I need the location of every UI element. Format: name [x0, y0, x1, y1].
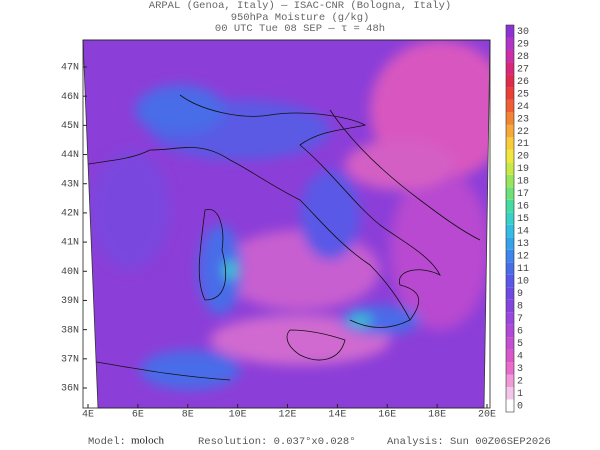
colorbar-swatch — [506, 249, 514, 263]
map-frame — [82, 39, 491, 409]
footer-value: moloch — [131, 435, 164, 447]
colorbar-swatch — [506, 149, 514, 163]
footer-analysis: Analysis: Sun 00Z06SEP2026 — [387, 436, 551, 448]
colorbar-label: 1 — [517, 389, 523, 400]
colorbar-label: 11 — [517, 264, 529, 275]
lon-label: 4E — [82, 410, 94, 421]
colorbar-label: 0 — [517, 401, 523, 412]
lon-label: 6E — [132, 410, 144, 421]
colorbar-swatch — [506, 312, 514, 325]
lon-label: 10E — [229, 410, 247, 421]
colorbar-swatch — [506, 387, 514, 400]
colorbar-label: 19 — [517, 164, 529, 175]
colorbar-label: 18 — [517, 177, 529, 188]
colorbar-swatch — [506, 399, 514, 412]
colorbar-label: 28 — [517, 52, 529, 63]
colorbar-frame — [505, 24, 515, 413]
colorbar-swatch — [506, 174, 514, 188]
lat-label: 40N — [61, 267, 79, 278]
header-line: 950hPa Moisture (g/kg) — [231, 12, 370, 24]
colorbar-swatch — [506, 62, 514, 75]
colorbar-swatch — [506, 337, 514, 350]
colorbar-label: 20 — [517, 152, 529, 163]
colorbar-swatch — [506, 224, 514, 238]
colorbar-swatch — [506, 274, 514, 288]
colorbar-label: 2 — [517, 376, 523, 387]
moisture-field — [83, 40, 490, 408]
colorbar-label: 13 — [517, 239, 529, 250]
colorbar-label: 16 — [517, 202, 529, 213]
colorbar-swatch — [506, 362, 514, 375]
lon-label: 20E — [478, 410, 496, 421]
colorbar-label: 4 — [517, 351, 523, 362]
header-line: ARPAL (Genoa, Italy) — ISAC-CNR (Bologna… — [149, 0, 451, 12]
colorbar-swatch — [506, 287, 514, 300]
colorbar-label: 6 — [517, 326, 523, 337]
colorbar-label: 30 — [517, 27, 529, 38]
lon-label: 16E — [378, 410, 396, 421]
lon-label: 12E — [278, 410, 296, 421]
colorbar-label: 3 — [517, 364, 523, 375]
colorbar-label: 27 — [517, 64, 529, 75]
lat-label: 46N — [61, 92, 79, 103]
lon-label: 14E — [328, 410, 346, 421]
colorbar-swatch — [506, 25, 514, 38]
colorbar-swatch — [506, 112, 514, 125]
colorbar-label: 23 — [517, 114, 529, 125]
colorbar-swatch — [506, 349, 514, 363]
colorbar-swatch — [506, 99, 514, 113]
colorbar-label: 10 — [517, 277, 529, 288]
colorbar-swatch — [506, 162, 514, 175]
lat-label: 41N — [61, 238, 79, 249]
colorbar-swatch — [506, 137, 514, 150]
colorbar-label: 7 — [517, 314, 523, 325]
colorbar-label: 12 — [517, 252, 529, 263]
footer-resolution: Resolution: 0.037°x0.028° — [198, 436, 356, 448]
colorbar-label: 25 — [517, 89, 529, 100]
lat-label: 37N — [61, 354, 79, 365]
colorbar-swatch — [506, 87, 514, 100]
colorbar-label: 8 — [517, 302, 523, 313]
lat-label: 38N — [61, 325, 79, 336]
colorbar-swatch — [506, 262, 514, 275]
colorbar-swatch — [506, 324, 514, 338]
lon-label: 8E — [182, 410, 194, 421]
colorbar-swatch — [506, 187, 514, 200]
lat-label: 47N — [61, 63, 79, 74]
lat-label: 42N — [61, 209, 79, 220]
colorbar-label: 14 — [517, 227, 529, 238]
colorbar-label: 24 — [517, 102, 529, 113]
lat-label: 39N — [61, 296, 79, 307]
lat-label: 45N — [61, 121, 79, 132]
colorbar-swatch — [506, 237, 514, 250]
colorbar-swatch — [506, 374, 514, 388]
colorbar-label: 5 — [517, 339, 523, 350]
colorbar-swatch — [506, 212, 514, 225]
lat-label: 36N — [61, 384, 79, 395]
colorbar-swatch — [506, 124, 514, 138]
lat-label: 43N — [61, 179, 79, 190]
colorbar-swatch — [506, 37, 514, 50]
colorbar-label: 29 — [517, 39, 529, 50]
colorbar-label: 26 — [517, 77, 529, 88]
colorbar-label: 15 — [517, 214, 529, 225]
colorbar-label: 22 — [517, 127, 529, 138]
colorbar-label: 21 — [517, 139, 529, 150]
header-line: 00 UTC Tue 08 SEP — τ = 48h — [215, 23, 385, 35]
lon-label: 18E — [428, 410, 446, 421]
colorbar-swatch — [506, 199, 514, 213]
footer-label: Model: — [88, 436, 126, 448]
colorbar-label: 17 — [517, 189, 529, 200]
lat-label: 44N — [61, 150, 79, 161]
colorbar-label: 9 — [517, 289, 523, 300]
colorbar-swatch — [506, 49, 514, 63]
colorbar-swatch — [506, 74, 514, 88]
colorbar-swatch — [506, 299, 514, 313]
